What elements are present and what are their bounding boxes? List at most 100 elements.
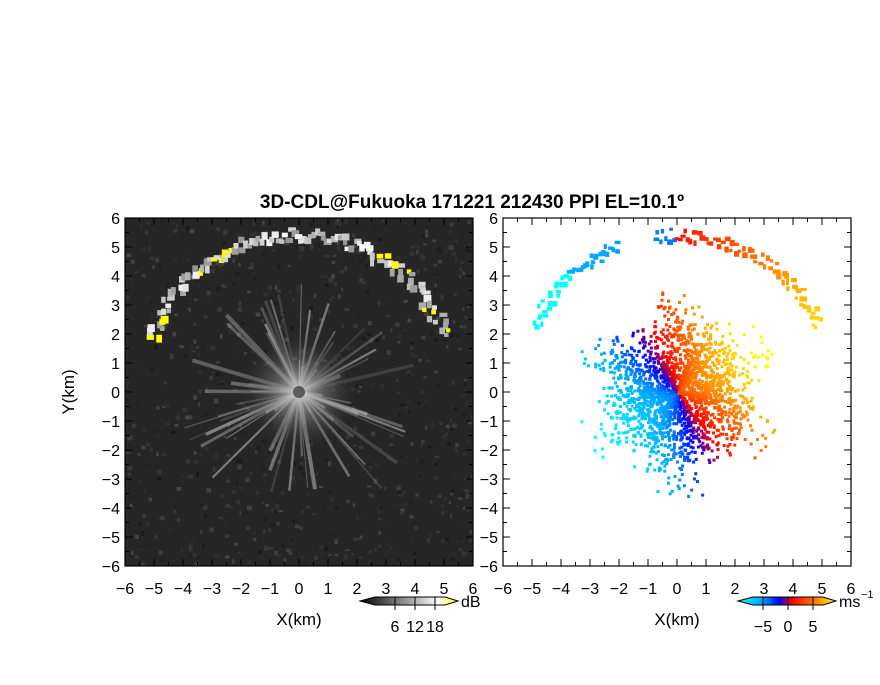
reflectivity-noise-pixel: [255, 491, 260, 495]
velocity-pixel: [700, 368, 704, 372]
reflectivity-echo-pixel: [337, 235, 345, 240]
reflectivity-noise-pixel: [146, 349, 150, 353]
velocity-pixel: [637, 419, 641, 423]
velocity-pixel: [671, 391, 675, 395]
velocity-pixel: [730, 438, 734, 442]
velocity-pixel: [702, 344, 706, 348]
velocity-pixel: [693, 416, 697, 420]
reflectivity-noise-pixel: [412, 521, 417, 525]
reflectivity-noise-pixel: [183, 484, 187, 488]
reflectivity-noise-pixel: [129, 503, 133, 509]
velocity-pixel: [642, 380, 646, 384]
reflectivity-noise-pixel: [445, 432, 448, 437]
velocity-pixel: [683, 458, 687, 462]
velocity-pixel: [673, 386, 677, 390]
reflectivity-noise-pixel: [440, 512, 444, 515]
velocity-pixel: [666, 414, 670, 418]
velocity-pixel: [708, 386, 712, 390]
reflectivity-ytick-label: −2: [102, 443, 120, 460]
reflectivity-noise-pixel: [415, 493, 419, 497]
reflectivity-noise-pixel: [420, 443, 423, 448]
reflectivity-noise-pixel: [466, 303, 470, 309]
velocity-pixel: [687, 348, 691, 352]
velocity-pixel: [688, 361, 692, 365]
reflectivity-noise-pixel: [225, 477, 230, 482]
velocity-pixel: [630, 404, 634, 408]
velocity-ytick-label: 6: [489, 211, 498, 228]
velocity-pixel: [712, 389, 716, 393]
velocity-pixel: [739, 355, 743, 359]
velocity-pixel: [639, 434, 643, 438]
reflectivity-noise-pixel: [332, 254, 337, 258]
velocity-pixel: [668, 305, 672, 309]
reflectivity-colorbar-bar: [358, 596, 460, 606]
reflectivity-noise-pixel: [173, 510, 177, 514]
velocity-pixel: [720, 396, 724, 400]
velocity-pixel: [719, 432, 723, 436]
reflectivity-echo-pixel: [376, 253, 384, 259]
reflectivity-noise-pixel: [126, 399, 130, 402]
reflectivity-noise-pixel: [189, 542, 194, 547]
velocity-pixel: [684, 448, 688, 452]
velocity-pixel: [699, 361, 703, 365]
velocity-pixel: [690, 450, 694, 454]
velocity-pixel: [704, 331, 708, 335]
velocity-pixel: [722, 374, 726, 378]
velocity-pixel: [682, 443, 686, 447]
velocity-pixel: [647, 400, 651, 404]
velocity-pixel: [626, 387, 630, 391]
velocity-pixel: [727, 322, 731, 326]
reflectivity-noise-pixel: [423, 351, 426, 357]
velocity-pixel: [637, 387, 641, 391]
velocity-pixel: [725, 362, 729, 366]
velocity-pixel: [694, 376, 698, 380]
velocity-pixel: [721, 416, 725, 420]
reflectivity-noise-pixel: [376, 332, 381, 337]
velocity-pixel: [686, 418, 690, 422]
reflectivity-noise-pixel: [137, 480, 141, 483]
velocity-pixel: [679, 406, 683, 410]
velocity-pixel: [770, 352, 774, 356]
velocity-pixel: [675, 438, 679, 442]
velocity-pixel: [642, 401, 646, 405]
reflectivity-noise-pixel: [238, 301, 242, 306]
reflectivity-noise-pixel: [358, 353, 362, 358]
reflectivity-noise-pixel: [161, 405, 166, 409]
reflectivity-noise-pixel: [248, 266, 254, 269]
velocity-pixel: [619, 364, 623, 368]
velocity-pixel: [656, 390, 660, 394]
velocity-colorbar: −5 0 5 ms −1: [736, 589, 874, 636]
reflectivity-noise-pixel: [197, 556, 202, 561]
velocity-echo-pixel: [599, 259, 605, 264]
velocity-echo-pixel: [776, 273, 782, 280]
reflectivity-noise-pixel: [298, 254, 302, 260]
velocity-pixel: [659, 443, 663, 447]
reflectivity-noise-pixel: [349, 345, 354, 350]
velocity-pixel: [670, 377, 674, 381]
reflectivity-noise-pixel: [388, 546, 394, 550]
velocity-pixel: [682, 370, 686, 374]
reflectivity-xtick-label: −2: [232, 581, 250, 598]
reflectivity-noise-pixel: [389, 434, 394, 438]
reflectivity-noise-pixel: [399, 455, 403, 458]
velocity-pixel: [660, 362, 664, 366]
reflectivity-noise-pixel: [203, 502, 206, 506]
velocity-pixel: [663, 405, 667, 409]
velocity-pixel: [713, 363, 717, 367]
reflectivity-noise-pixel: [436, 308, 441, 312]
velocity-pixel: [692, 398, 696, 402]
reflectivity-echo-pixel: [343, 240, 348, 246]
reflectivity-noise-pixel: [158, 550, 163, 555]
velocity-pixel: [653, 412, 657, 416]
velocity-xtick-label: −2: [610, 581, 628, 598]
reflectivity-noise-pixel: [208, 230, 213, 234]
reflectivity-noise-pixel: [237, 307, 243, 313]
reflectivity-noise-pixel: [142, 514, 147, 519]
reflectivity-echo-pixel: [418, 302, 427, 311]
reflectivity-noise-pixel: [437, 494, 442, 498]
velocity-pixel: [612, 371, 616, 375]
reflectivity-noise-pixel: [281, 491, 284, 495]
reflectivity-noise-pixel: [395, 255, 401, 259]
velocity-pixel: [730, 435, 734, 439]
velocity-pixel: [706, 323, 710, 327]
